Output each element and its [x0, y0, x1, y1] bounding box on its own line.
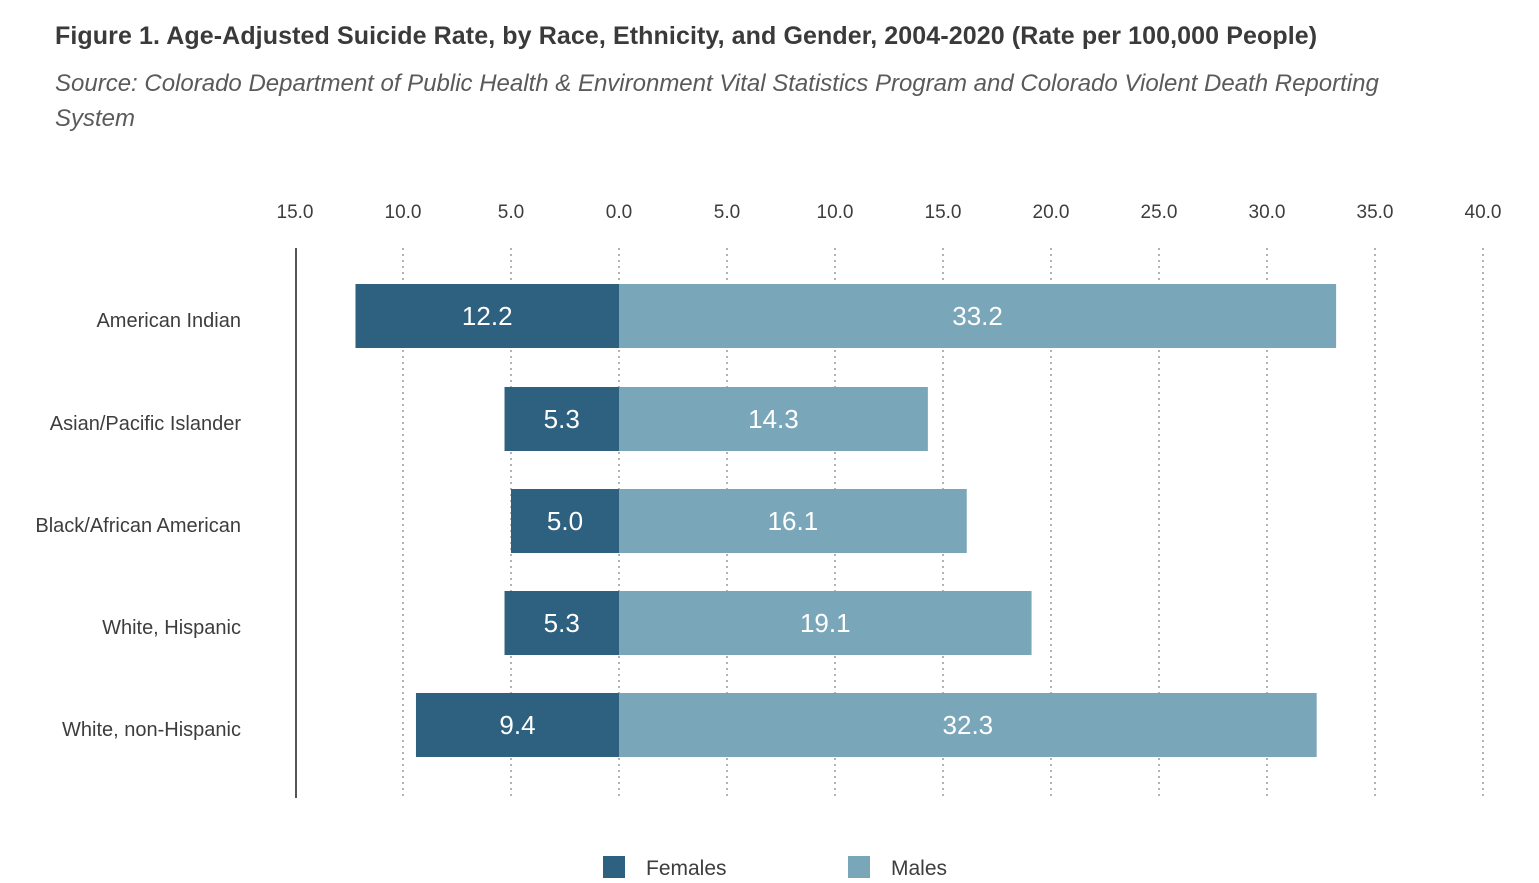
bar-males-white-non-hispanic: [619, 693, 1317, 757]
bar-value-label: 33.2: [952, 301, 1003, 331]
x-tick-label: 10.0: [817, 202, 854, 223]
bar-value-label: 9.4: [499, 710, 535, 740]
bar-females-white-hispanic: [504, 591, 619, 655]
bar-value-label: 32.3: [943, 710, 994, 740]
bar-males-asian-pacific-islander: [619, 387, 928, 451]
x-tick-label: 15.0: [925, 202, 962, 223]
bar-males-white-hispanic: [619, 591, 1032, 655]
chart-subtitle: Source: Colorado Department of Public He…: [55, 70, 1379, 132]
legend-swatch-males: [848, 856, 870, 878]
bar-value-labels: 12.2 33.2 5.3 14.3 5.0 16.1 5.3 19.1 9.4 32.3: [462, 301, 1003, 740]
x-tick-label: 5.0: [498, 202, 524, 223]
legend: Females Males: [603, 856, 947, 880]
bar-value-label: 5.0: [547, 506, 583, 536]
chart-title: Figure 1. Age-Adjusted Suicide Rate, by …: [55, 22, 1318, 50]
legend-label-males: Males: [891, 857, 947, 880]
category-labels: American Indian Asian/Pacific Islander Bla…: [35, 310, 241, 741]
category-label: White, Hispanic: [102, 617, 241, 639]
x-tick-label: 15.0: [277, 202, 314, 223]
category-label: American Indian: [96, 310, 241, 332]
bar-value-label: 12.2: [462, 301, 513, 331]
x-tick-label: 20.0: [1033, 202, 1070, 223]
bar-value-label: 16.1: [768, 506, 819, 536]
x-tick-label: 40.0: [1465, 202, 1502, 223]
category-label: Asian/Pacific Islander: [50, 413, 242, 435]
bar-value-label: 19.1: [800, 608, 851, 638]
x-tick-label: 0.0: [606, 202, 632, 223]
legend-swatch-females: [603, 856, 625, 878]
x-tick-label: 30.0: [1249, 202, 1286, 223]
bar-value-label: 14.3: [748, 404, 799, 434]
x-tick-label: 10.0: [385, 202, 422, 223]
legend-label-females: Females: [646, 857, 727, 880]
bar-males-black-african-american: [619, 489, 967, 553]
x-tick-label: 35.0: [1357, 202, 1394, 223]
bar-females-black-african-american: [511, 489, 619, 553]
category-label: Black/African American: [35, 515, 241, 537]
category-label: White, non-Hispanic: [62, 719, 241, 741]
x-tick-label: 25.0: [1141, 202, 1178, 223]
bar-value-label: 5.3: [544, 608, 580, 638]
bar-females-american-indian: [355, 284, 619, 348]
bar-value-label: 5.3: [544, 404, 580, 434]
bars: [355, 284, 1337, 757]
x-axis-ticks: 15.0 10.0 5.0 0.0 5.0 10.0 15.0 20.0 25.0 30.0 35.…: [277, 202, 1502, 223]
bar-females-asian-pacific-islander: [504, 387, 619, 451]
x-tick-label: 5.0: [714, 202, 740, 223]
bar-females-white-non-hispanic: [415, 693, 619, 757]
bar-males-american-indian: [619, 284, 1337, 348]
